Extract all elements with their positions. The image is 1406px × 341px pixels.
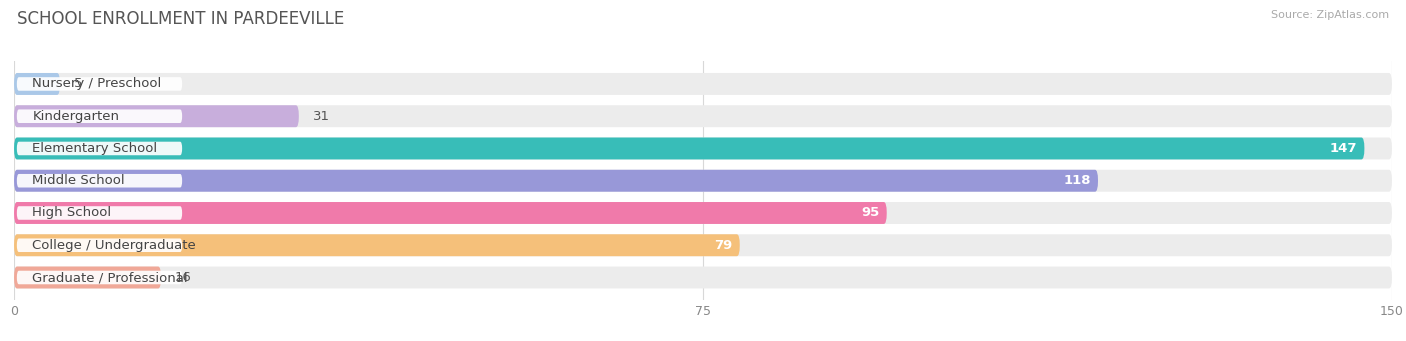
Text: Middle School: Middle School [32,174,125,187]
Text: College / Undergraduate: College / Undergraduate [32,239,197,252]
Text: Kindergarten: Kindergarten [32,110,120,123]
FancyBboxPatch shape [14,73,1392,95]
Text: 95: 95 [860,207,879,220]
Text: High School: High School [32,207,111,220]
FancyBboxPatch shape [14,170,1392,192]
FancyBboxPatch shape [17,238,183,252]
FancyBboxPatch shape [14,137,1392,160]
FancyBboxPatch shape [14,267,162,288]
FancyBboxPatch shape [17,109,183,123]
FancyBboxPatch shape [14,202,1392,224]
Text: 118: 118 [1063,174,1091,187]
FancyBboxPatch shape [17,77,183,91]
FancyBboxPatch shape [17,206,183,220]
Text: Elementary School: Elementary School [32,142,157,155]
Text: SCHOOL ENROLLMENT IN PARDEEVILLE: SCHOOL ENROLLMENT IN PARDEEVILLE [17,10,344,28]
Text: 16: 16 [174,271,191,284]
FancyBboxPatch shape [14,137,1364,160]
Text: Graduate / Professional: Graduate / Professional [32,271,188,284]
FancyBboxPatch shape [17,271,183,284]
Text: Source: ZipAtlas.com: Source: ZipAtlas.com [1271,10,1389,20]
FancyBboxPatch shape [14,202,887,224]
Text: 5: 5 [73,77,83,90]
FancyBboxPatch shape [14,267,1392,288]
Text: 31: 31 [312,110,329,123]
FancyBboxPatch shape [17,142,183,155]
FancyBboxPatch shape [14,170,1098,192]
FancyBboxPatch shape [17,174,183,188]
Text: 79: 79 [714,239,733,252]
Text: Nursery / Preschool: Nursery / Preschool [32,77,162,90]
FancyBboxPatch shape [14,234,740,256]
FancyBboxPatch shape [14,105,1392,127]
Text: 147: 147 [1330,142,1357,155]
FancyBboxPatch shape [14,105,299,127]
FancyBboxPatch shape [14,234,1392,256]
FancyBboxPatch shape [14,73,60,95]
